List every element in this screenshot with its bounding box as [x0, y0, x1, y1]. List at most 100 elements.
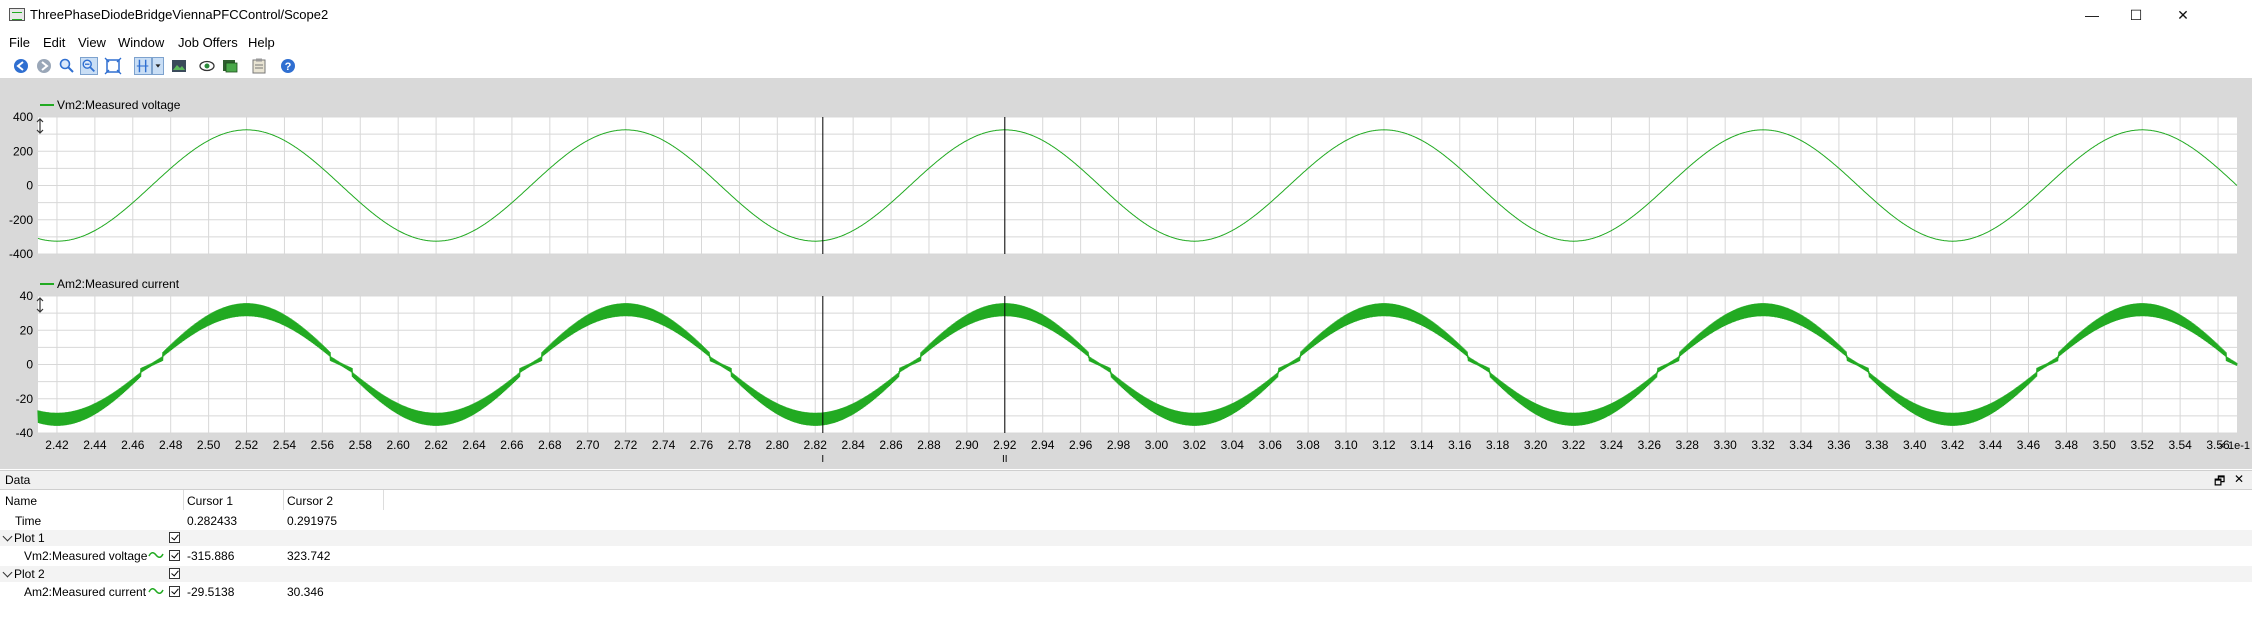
x-tick-label: 2.44	[83, 438, 107, 452]
svg-text:?: ?	[285, 61, 292, 73]
y-tick-label: 20	[20, 323, 34, 337]
signal2-checkbox[interactable]	[169, 586, 180, 597]
x-tick-label: 3.30	[1713, 438, 1737, 452]
signal1-wave-icon	[148, 552, 164, 558]
x-tick-label: 2.66	[500, 438, 524, 452]
menu-file[interactable]: File	[9, 35, 30, 50]
x-tick-label: 2.50	[197, 438, 221, 452]
data-panel-title: Data	[5, 473, 31, 487]
restore-panel-icon[interactable]: 🗗	[2214, 474, 2226, 488]
maximize-button[interactable]: ☐	[2116, 0, 2156, 30]
x-tick-label: 2.98	[1107, 438, 1131, 452]
minimize-button[interactable]: —	[2072, 0, 2112, 30]
close-button[interactable]: ✕	[2160, 0, 2206, 30]
signal1-cursor1: -315.886	[187, 549, 235, 563]
close-panel-icon[interactable]: ✕	[2234, 472, 2245, 486]
col-header-cursor2: Cursor 2	[287, 494, 334, 508]
export-icon[interactable]	[221, 57, 239, 75]
x-tick-label: 3.22	[1562, 438, 1586, 452]
x-tick-label: 3.34	[1789, 438, 1813, 452]
x-tick-label: 3.08	[1296, 438, 1320, 452]
plot1-group-label: Plot 1	[14, 531, 45, 545]
help-icon[interactable]: ?	[279, 57, 297, 75]
signal2-cursor1: -29.5138	[187, 585, 235, 599]
x-tick-label: 3.20	[1524, 438, 1548, 452]
x-tick-label: 2.78	[728, 438, 752, 452]
x-tick-label: 2.54	[273, 438, 297, 452]
x-tick-label: 2.42	[45, 438, 69, 452]
x-tick-label: 2.82	[804, 438, 828, 452]
x-tick-label: 2.94	[1031, 438, 1055, 452]
plot2-checkbox[interactable]	[169, 568, 180, 579]
x-tick-label: 3.04	[1221, 438, 1245, 452]
menu-help[interactable]: Help	[248, 35, 275, 50]
y-tick-label: 400	[13, 110, 33, 124]
zoom-out-icon[interactable]	[80, 57, 98, 75]
clipboard-icon[interactable]	[250, 57, 268, 75]
fit-icon[interactable]	[104, 57, 122, 75]
y-tick-label: -200	[9, 213, 33, 227]
menu-edit[interactable]: Edit	[43, 35, 66, 50]
x-tick-label: 2.96	[1069, 438, 1093, 452]
plot2-row-bg	[0, 566, 2252, 582]
x-tick-label: 2.86	[879, 438, 903, 452]
x-tick-label: 2.64	[462, 438, 486, 452]
data-panel-header: Data 🗗 ✕	[0, 470, 2252, 490]
x-tick-label: 3.16	[1448, 438, 1472, 452]
app-icon	[9, 8, 25, 21]
plot1-zoom-handle-icon[interactable]	[35, 118, 45, 134]
signal2-cursor2: 30.346	[287, 585, 324, 599]
x-tick-label: 3.18	[1486, 438, 1510, 452]
back-icon[interactable]	[12, 57, 30, 75]
menu-view[interactable]: View	[78, 35, 106, 50]
x-tick-label: 3.50	[2093, 438, 2117, 452]
x-tick-label: 3.14	[1410, 438, 1434, 452]
x-tick-label: 3.38	[1865, 438, 1889, 452]
image-icon[interactable]	[170, 57, 188, 75]
x-tick-label: 3.28	[1676, 438, 1700, 452]
eye-icon[interactable]	[198, 57, 216, 75]
menu-window[interactable]: Window	[118, 35, 165, 50]
dropdown-icon[interactable]	[152, 57, 164, 75]
x-tick-label: 3.02	[1183, 438, 1207, 452]
x-tick-label: 2.70	[576, 438, 600, 452]
x-tick-label: 3.24	[1600, 438, 1624, 452]
window-title: ThreePhaseDiodeBridgeViennaPFCControl/Sc…	[30, 7, 329, 22]
cursor-1-label: I	[821, 454, 824, 465]
x-tick-label: 3.36	[1827, 438, 1851, 452]
plot1-checkbox[interactable]	[169, 532, 180, 543]
x-tick-label: 3.44	[1979, 438, 2003, 452]
y-tick-label: -400	[9, 247, 33, 261]
time-cursor1: 0.282433	[187, 514, 238, 528]
x-tick-label: 2.92	[993, 438, 1017, 452]
series-line	[37, 129, 2238, 242]
zoom-icon[interactable]	[58, 57, 76, 75]
forward-icon[interactable]	[35, 57, 53, 75]
plot2-legend: Am2:Measured current	[0, 272, 2238, 296]
plot2-zoom-handle-icon[interactable]	[35, 297, 45, 313]
time-cursor2: 0.291975	[287, 514, 338, 528]
y-tick-label: 40	[20, 289, 34, 303]
plot1-area[interactable]: 400 200 0 -200 -400	[9, 110, 2238, 261]
minimize-icon: —	[2085, 7, 2099, 23]
plot2-area[interactable]: 40 20 0 -20 -40	[16, 289, 2238, 440]
menu-job-offers[interactable]: Job Offers	[178, 35, 238, 50]
x-tick-label: 2.88	[917, 438, 941, 452]
maximize-icon: ☐	[2129, 6, 2143, 23]
x-tick-label: 2.62	[424, 438, 448, 452]
x-tick-label: 3.00	[1145, 438, 1169, 452]
x-tick-label: 2.72	[614, 438, 638, 452]
x-tick-label: 3.26	[1638, 438, 1662, 452]
x-tick-label: 3.48	[2055, 438, 2079, 452]
signal1-checkbox[interactable]	[169, 550, 180, 561]
x-tick-label: 2.68	[538, 438, 562, 452]
plot2-group-label: Plot 2	[14, 567, 45, 581]
x-scale-label: × 1e-1	[2219, 440, 2251, 452]
title-bar: ThreePhaseDiodeBridgeViennaPFCControl/Sc…	[0, 0, 2252, 30]
y-tick-label: -20	[16, 392, 34, 406]
x-tick-label: 3.54	[2168, 438, 2192, 452]
plot1-legend-label: Vm2:Measured voltage	[57, 98, 181, 112]
cursor-icon[interactable]	[134, 57, 152, 75]
signal1-label: Vm2:Measured voltage	[24, 549, 148, 563]
